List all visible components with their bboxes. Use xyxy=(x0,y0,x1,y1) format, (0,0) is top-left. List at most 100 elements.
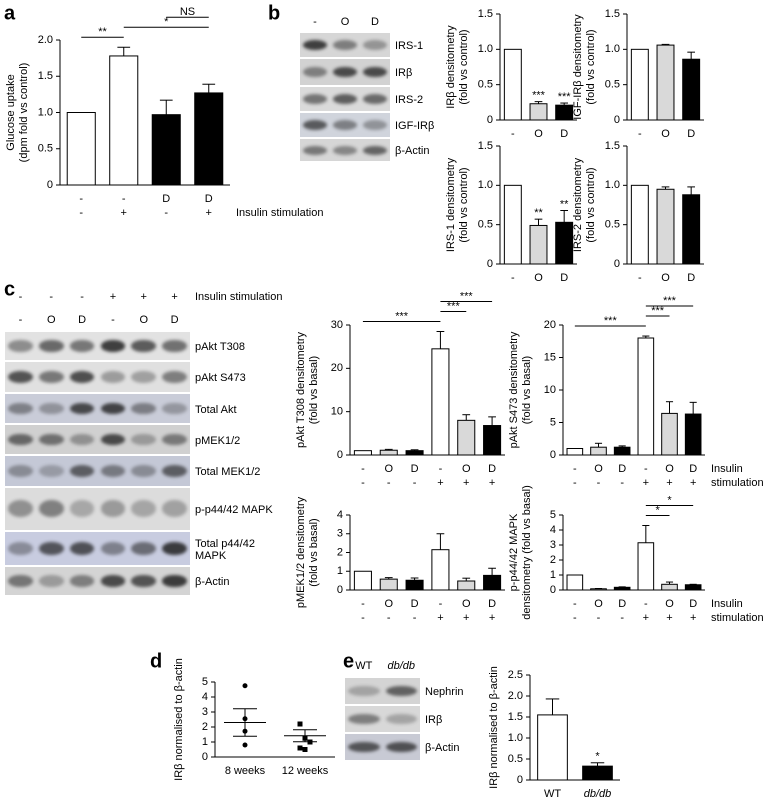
blot-strip xyxy=(300,33,390,57)
stimulation-label: - xyxy=(573,612,577,624)
x-tick-label: - xyxy=(638,272,642,284)
y-axis-label: (fold vs basal) xyxy=(308,356,320,424)
blot-band xyxy=(385,741,417,753)
y-axis-label: IRβ normalised to β-actin xyxy=(173,658,185,781)
x-tick-label: O xyxy=(665,598,674,610)
band-label: IRS-2 xyxy=(395,94,424,106)
significance: *** xyxy=(604,315,618,327)
y-tick-label: 1.5 xyxy=(605,140,620,152)
stimulation-label: - xyxy=(80,291,84,303)
x-tick-label: - xyxy=(511,128,515,140)
y-axis-label: pMEK1/2 densitometry xyxy=(295,496,307,608)
significance: ** xyxy=(534,207,543,219)
x-tick-label: O xyxy=(534,272,543,284)
x-tick-label: D xyxy=(411,598,419,610)
stimulation-label: - xyxy=(620,477,624,489)
blot-band xyxy=(100,433,126,446)
lane-label: - xyxy=(111,314,115,326)
blot-strip xyxy=(5,488,190,530)
significance: *** xyxy=(460,290,474,302)
bar xyxy=(529,103,548,121)
x-tick-label: D xyxy=(560,128,568,140)
y-axis-label: IRS-2 densitometry xyxy=(572,157,584,252)
x-tick-label: 12 weeks xyxy=(282,765,329,777)
y-axis-label: (fold vs control) xyxy=(585,29,597,104)
bar xyxy=(590,446,607,456)
y-tick-label: 0 xyxy=(614,114,620,126)
significance: *** xyxy=(447,300,461,312)
stimulation-label: - xyxy=(413,612,417,624)
bar xyxy=(483,574,502,591)
band-label: Total Akt xyxy=(195,403,237,416)
y-tick-label: 2.0 xyxy=(38,34,53,46)
stimulation-label: + xyxy=(690,477,696,489)
y-axis-label: IRS-1 densitometry xyxy=(445,157,457,252)
y-tick-label: 2 xyxy=(202,721,208,733)
blot-strip xyxy=(5,332,190,360)
blot-band xyxy=(162,340,187,352)
band-label: IRS-1 xyxy=(395,40,424,52)
lane-label: O xyxy=(340,16,350,28)
x-tick-label: O xyxy=(594,463,603,475)
blot-band xyxy=(131,402,157,415)
bar xyxy=(630,48,649,121)
stimulation-label: + xyxy=(463,477,469,489)
x-tick-label: O xyxy=(594,598,603,610)
band-label: β-Actin xyxy=(425,742,460,754)
stimulation-label: - xyxy=(597,612,601,624)
blot-band xyxy=(8,433,33,446)
blot-band xyxy=(333,145,357,155)
band-label: β-Actin xyxy=(395,145,430,157)
stimulation-title: stimulation xyxy=(711,477,764,489)
blot-strip xyxy=(300,139,390,161)
blot-band xyxy=(333,120,357,131)
bar xyxy=(613,586,631,591)
bar xyxy=(379,449,398,456)
blot-band xyxy=(131,541,157,556)
blot-band xyxy=(38,402,64,415)
y-tick-label: 2 xyxy=(550,554,556,566)
stimulation-label: - xyxy=(164,207,168,219)
blot-strip xyxy=(345,706,420,732)
y-tick-label: 15 xyxy=(544,351,556,363)
blot-band xyxy=(131,433,157,446)
stimulation-label: - xyxy=(413,477,417,489)
stimulation-label: - xyxy=(387,477,391,489)
x-tick-label: D xyxy=(162,193,170,205)
blot-band xyxy=(363,66,387,78)
y-axis-label: (fold vs basal) xyxy=(308,518,320,586)
x-tick-label: O xyxy=(384,598,393,610)
y-tick-label: 0 xyxy=(550,449,556,461)
y-tick-label: 1.0 xyxy=(605,43,620,55)
blot-band xyxy=(162,370,187,384)
y-axis-label: IRβ normalised to β-actin xyxy=(488,666,500,789)
stimulation-label: - xyxy=(18,291,23,303)
blot-band xyxy=(162,402,187,415)
bar xyxy=(656,44,675,121)
blot-strip xyxy=(300,87,390,111)
blot-band xyxy=(385,685,417,697)
stimulation-label: - xyxy=(79,207,83,219)
stimulation-label: + xyxy=(666,477,672,489)
bar xyxy=(684,584,702,591)
y-tick-label: 1 xyxy=(202,736,208,748)
blot-band xyxy=(8,500,33,518)
blot-band xyxy=(363,145,387,155)
stimulation-label: + xyxy=(463,612,469,624)
stimulation-label: + xyxy=(489,477,495,489)
bar xyxy=(613,446,631,456)
x-tick-label: - xyxy=(644,463,648,475)
y-axis-label: (dpm fold vs control) xyxy=(18,63,30,163)
blot-band xyxy=(385,713,417,725)
blot-band xyxy=(131,370,157,384)
bar xyxy=(405,450,424,456)
lane-label: - xyxy=(18,314,23,326)
stimulation-label: + xyxy=(489,612,495,624)
blot-band xyxy=(303,120,327,131)
y-tick-label: 1 xyxy=(337,565,343,577)
blot-band xyxy=(162,541,187,556)
y-tick-label: 10 xyxy=(544,384,556,396)
y-tick-label: 4 xyxy=(202,691,208,703)
blot-band xyxy=(162,575,187,587)
